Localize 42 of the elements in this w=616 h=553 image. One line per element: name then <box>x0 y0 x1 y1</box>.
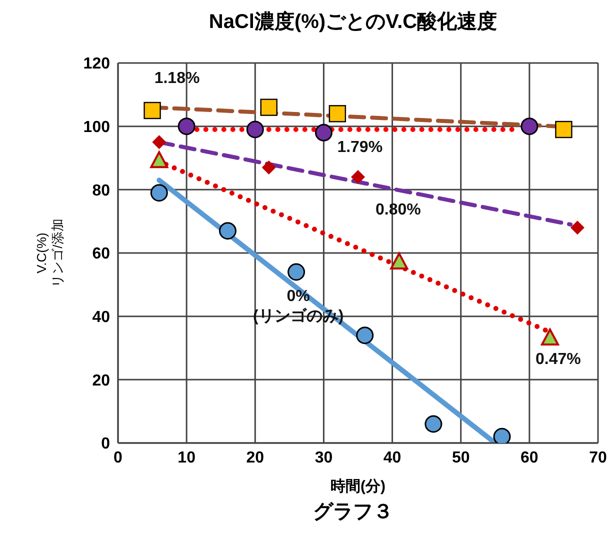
x-tick-label: 40 <box>383 449 402 466</box>
y-tick-label: 100 <box>83 119 110 136</box>
point <box>150 151 168 168</box>
point <box>351 170 365 184</box>
y-tick-label: 0 <box>101 436 110 453</box>
point <box>356 326 374 344</box>
y-tick-label: 80 <box>92 182 110 200</box>
chart-title: NaCl濃度(%)ごとのV.C酸化速度 <box>208 10 498 35</box>
point <box>424 415 442 433</box>
x-axis-title: 時間(分) <box>330 478 386 495</box>
point <box>262 160 276 174</box>
point <box>541 328 559 346</box>
y-axis-title: V.C(%) リンゴ/添加 <box>34 218 65 288</box>
x-tick-label: 30 <box>314 449 333 466</box>
point <box>328 105 346 122</box>
x-tick-label: 0 <box>114 449 123 466</box>
text: グラフ３ <box>312 500 394 525</box>
point <box>152 135 166 150</box>
series-label: 0.47% <box>535 350 581 368</box>
y-tick-label: 20 <box>92 372 110 390</box>
y-tick-label: 40 <box>92 309 110 326</box>
point <box>555 120 572 138</box>
y-tick-label: 60 <box>92 246 110 263</box>
point <box>218 222 236 240</box>
point <box>493 428 511 443</box>
x-tick-label: 10 <box>178 449 196 466</box>
x-tick-label: 50 <box>452 449 470 466</box>
x-tick-label: 20 <box>246 449 264 466</box>
y-tick-label: 120 <box>83 56 110 73</box>
point <box>570 220 584 235</box>
x-tick-label: 70 <box>589 449 607 466</box>
point <box>288 263 306 281</box>
point <box>314 124 332 142</box>
point <box>260 98 278 116</box>
point <box>246 120 264 138</box>
point <box>150 184 168 202</box>
point <box>178 118 196 136</box>
point <box>390 252 408 270</box>
point <box>144 102 161 120</box>
x-tick-label: 60 <box>520 449 538 466</box>
series-label: 1.79% <box>337 139 383 156</box>
point <box>520 118 538 136</box>
